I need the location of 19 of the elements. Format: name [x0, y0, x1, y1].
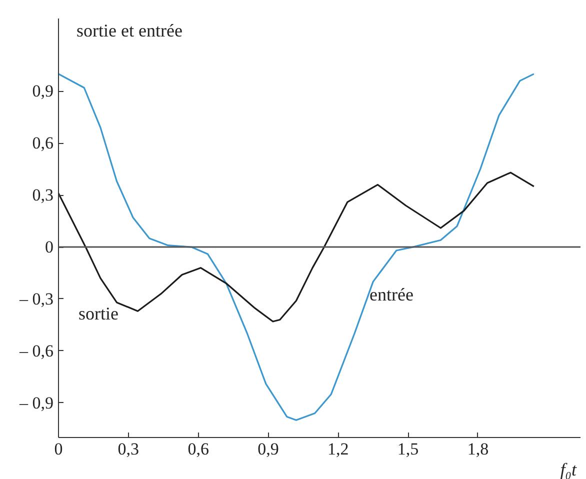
- annotation: sortie: [78, 304, 118, 324]
- y-tick-label: 0,3: [32, 186, 54, 205]
- x-tick-label: 0,3: [118, 440, 140, 458]
- x-tick-label: 1,2: [328, 440, 349, 458]
- x-tick-label: 1,8: [467, 440, 489, 458]
- y-axis-title: sortie et entrée: [76, 20, 182, 40]
- x-tick-label: 0,6: [188, 440, 209, 458]
- line-series: [58, 73, 535, 421]
- y-tick-label: – 0,6: [18, 341, 54, 360]
- y-tick-label: 0,6: [32, 134, 54, 153]
- x-tick-label: 0,9: [258, 440, 279, 458]
- annotation: entrée: [370, 284, 414, 304]
- y-tick-label: 0,9: [32, 82, 54, 101]
- x-tick-label: 1,5: [397, 440, 419, 458]
- line-series: [58, 172, 535, 322]
- y-tick-label: 0: [45, 238, 54, 257]
- y-tick-label: – 0,9: [18, 393, 54, 412]
- x-axis-title: f₀t: [560, 460, 578, 479]
- y-tick-label: – 0,3: [18, 289, 54, 308]
